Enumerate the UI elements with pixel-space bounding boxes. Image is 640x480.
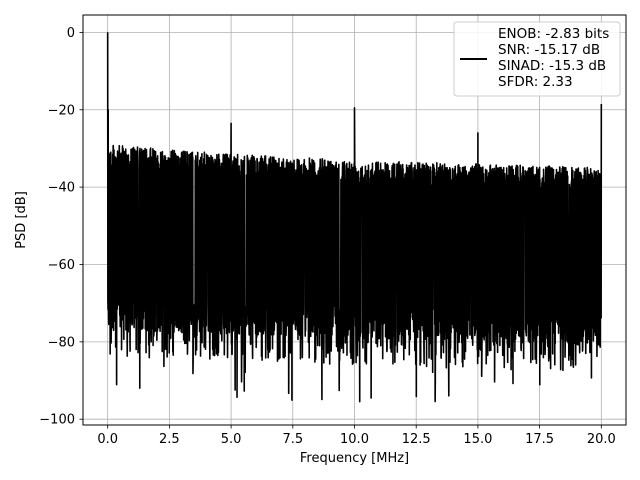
x-tick-label: 17.5 bbox=[525, 432, 554, 447]
legend-box bbox=[453, 21, 621, 97]
legend-entry-line: SNR: -15.17 dB bbox=[498, 42, 600, 58]
y-tick-label: 0 bbox=[67, 26, 75, 41]
x-tick-label: 12.5 bbox=[402, 432, 431, 447]
y-tick-label: −80 bbox=[48, 335, 75, 350]
legend-entry-line: ENOB: -2.83 bits bbox=[498, 26, 609, 42]
x-tick-label: 7.5 bbox=[282, 432, 303, 447]
legend-entry-line: SINAD: -15.3 dB bbox=[498, 58, 606, 74]
y-tick-label: −100 bbox=[39, 413, 75, 428]
ticks: 0.0 2.5 5.0 7.5 10.0 12.5 15.0 17.5 20.0 0 −20 −40 −… bbox=[39, 26, 616, 447]
y-axis-label: PSD [dB] bbox=[14, 191, 29, 249]
x-tick-label: 10.0 bbox=[340, 432, 369, 447]
y-tick-label: −60 bbox=[48, 258, 75, 273]
psd-series-line bbox=[106, 32, 603, 403]
y-tick-label: −40 bbox=[48, 181, 75, 196]
legend-entry: ENOB: -2.83 bits SNR: -15.17 dB SINAD: -15… bbox=[498, 26, 609, 90]
legend: ENOB: -2.83 bits SNR: -15.17 dB SINAD: -15… bbox=[453, 21, 621, 97]
x-tick-label: 5.0 bbox=[221, 432, 242, 447]
legend-entry-line: SFDR: 2.33 bbox=[498, 74, 573, 90]
x-tick-label: 0.0 bbox=[97, 432, 118, 447]
y-tick-label: −20 bbox=[48, 103, 75, 118]
plot-area bbox=[106, 32, 603, 403]
x-tick-label: 2.5 bbox=[159, 432, 180, 447]
x-axis-label: Frequency [MHz] bbox=[300, 451, 409, 466]
x-tick-label: 15.0 bbox=[463, 432, 492, 447]
x-tick-label: 20.0 bbox=[587, 432, 616, 447]
